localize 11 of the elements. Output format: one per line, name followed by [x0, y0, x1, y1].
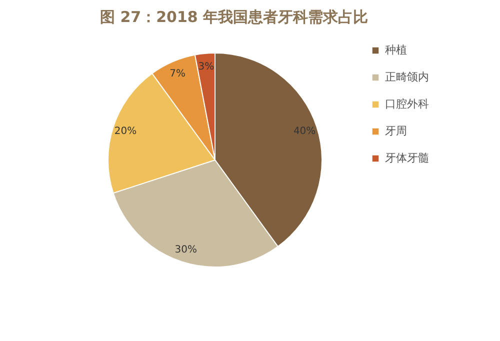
legend-label: 种植: [385, 44, 407, 56]
legend-label: 正畸颌内: [385, 70, 429, 84]
data-label: 30%: [174, 244, 198, 256]
legend-label: 口腔外科: [385, 98, 429, 110]
data-label: 3%: [198, 61, 214, 72]
data-label: 40%: [293, 126, 316, 137]
legend-label: 牙周: [385, 124, 407, 138]
legend-label: 牙体牙髓: [385, 152, 429, 164]
chart-title: 图 27：2018 年我国患者牙科需求占比: [100, 8, 368, 26]
data-label: 20%: [114, 126, 137, 137]
data-label: 7%: [170, 68, 186, 80]
